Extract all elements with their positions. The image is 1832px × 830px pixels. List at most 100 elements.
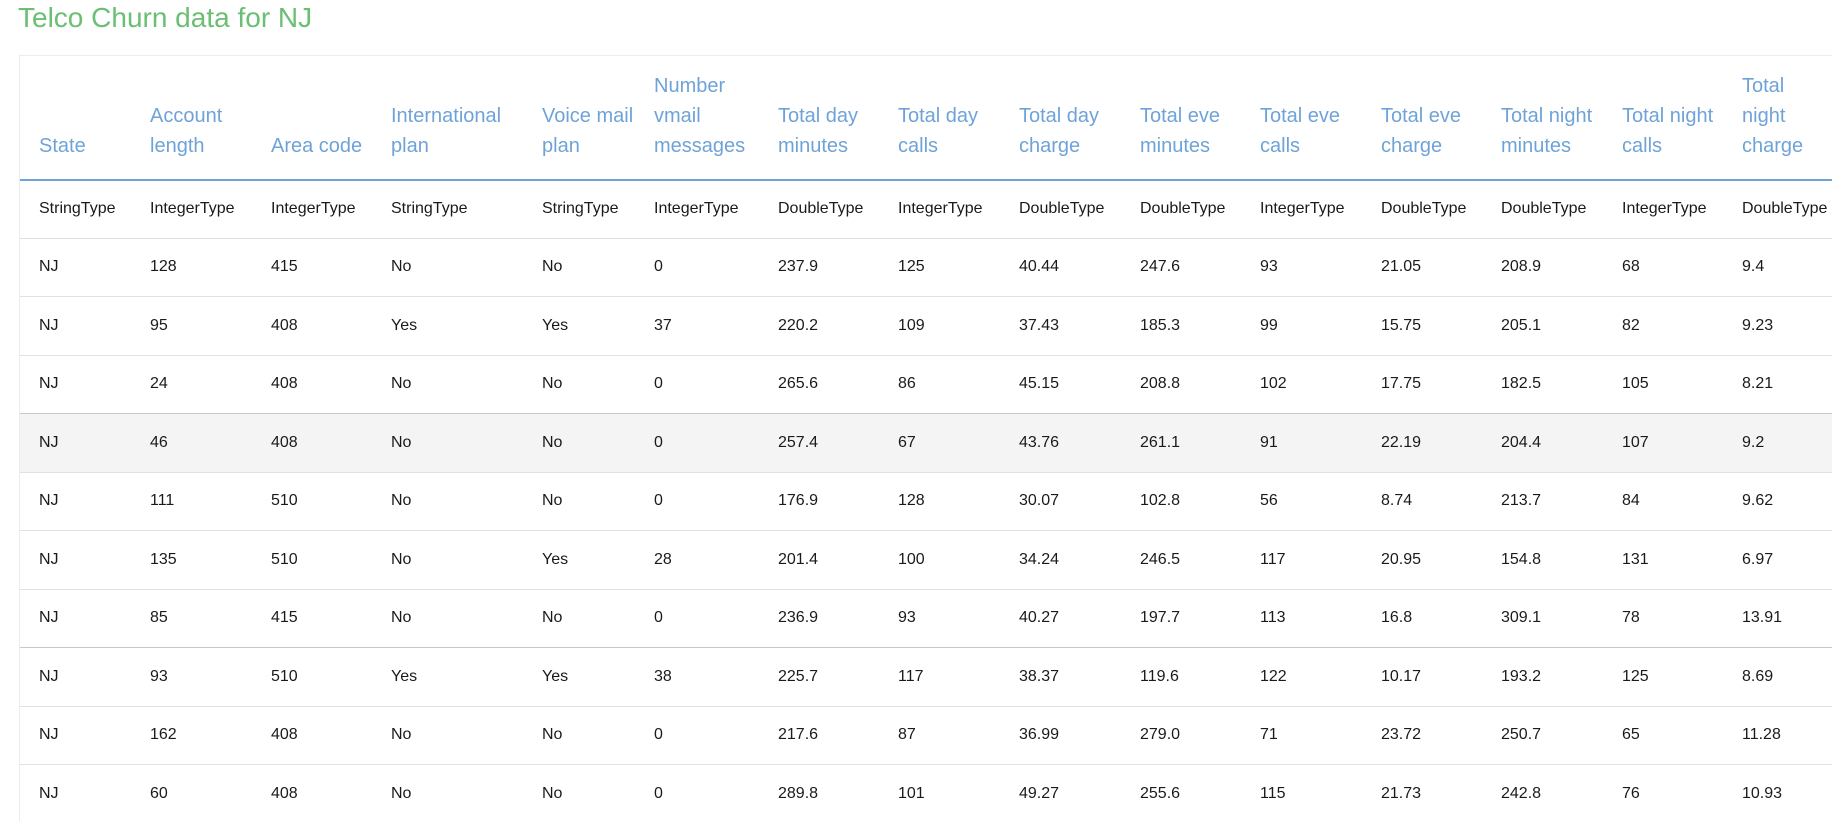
column-header-area-code: Area code	[252, 56, 372, 181]
table-row: NJ 93 510 Yes Yes 38 225.7 117 38.37 119.6 122 10.1…	[20, 647, 1832, 707]
table-cell: No	[372, 238, 523, 297]
table-cell: 176.9	[759, 472, 879, 531]
table-cell: 82	[1603, 296, 1723, 356]
table-row: NJ 128 415 No No 0 237.9 125 40.44 247.6 93 21.05 20…	[20, 238, 1832, 297]
page-title: Telco Churn data for NJ	[18, 2, 313, 33]
table-cell: 56	[1241, 472, 1362, 531]
table-cell: 197.7	[1121, 589, 1241, 648]
table-cell: 99	[1241, 296, 1362, 356]
table-cell: 154.8	[1482, 530, 1603, 590]
column-header-total-eve-charge: Total eve charge	[1362, 56, 1482, 181]
table-cell: 17.75	[1362, 355, 1482, 414]
table-cell: 8.69	[1723, 647, 1832, 707]
table-cell: 9.23	[1723, 296, 1832, 356]
table-cell: 128	[879, 472, 1000, 531]
table-cell: 255.6	[1121, 764, 1241, 821]
table-row: NJ 135 510 No Yes 28 201.4 100 34.24 246.5 117 20.9…	[20, 530, 1832, 590]
column-type-cell: DoubleType	[1121, 180, 1241, 239]
table-cell: 309.1	[1482, 589, 1603, 648]
table-cell: 20.95	[1362, 530, 1482, 590]
table-cell: 408	[252, 706, 372, 765]
table-cell: 208.9	[1482, 238, 1603, 297]
table-cell: 510	[252, 647, 372, 707]
column-header-total-day-calls: Total day calls	[879, 56, 1000, 181]
table-cell: 23.72	[1362, 706, 1482, 765]
column-type-cell: IntegerType	[1241, 180, 1362, 239]
table-cell: 65	[1603, 706, 1723, 765]
column-header-total-eve-calls: Total eve calls	[1241, 56, 1362, 181]
table-cell: Yes	[523, 530, 635, 590]
column-type-cell: IntegerType	[879, 180, 1000, 239]
column-type-cell: StringType	[523, 180, 635, 239]
table-cell: 182.5	[1482, 355, 1603, 414]
table-cell: 0	[635, 413, 759, 473]
table-cell: 250.7	[1482, 706, 1603, 765]
table-cell: 101	[879, 764, 1000, 821]
table-cell: 0	[635, 706, 759, 765]
table-cell: 49.27	[1000, 764, 1121, 821]
table-cell: 0	[635, 764, 759, 821]
table-cell: 204.4	[1482, 413, 1603, 473]
table-cell: No	[372, 706, 523, 765]
table-cell: 38	[635, 647, 759, 707]
column-type-cell: IntegerType	[1603, 180, 1723, 239]
data-table-container[interactable]: State Account length Area code Internationa…	[19, 55, 1832, 821]
table-cell: 105	[1603, 355, 1723, 414]
table-cell: 36.99	[1000, 706, 1121, 765]
column-header-total-night-charge: Total night charge	[1723, 56, 1832, 181]
table-cell: 9.4	[1723, 238, 1832, 297]
table-cell: 13.91	[1723, 589, 1832, 648]
table-cell: 217.6	[759, 706, 879, 765]
table-cell: 93	[131, 647, 252, 707]
column-header-voice-mail-plan: Voice mail plan	[523, 56, 635, 181]
churn-data-table: State Account length Area code Internationa…	[20, 56, 1832, 821]
table-row: NJ 85 415 No No 0 236.9 93 40.27 197.7 113 16.8 309.…	[20, 589, 1832, 648]
table-cell: 201.4	[759, 530, 879, 590]
table-cell: NJ	[20, 413, 131, 473]
table-cell: 93	[879, 589, 1000, 648]
table-cell: 9.2	[1723, 413, 1832, 473]
column-header-state: State	[20, 56, 131, 181]
table-cell: 43.76	[1000, 413, 1121, 473]
table-cell: No	[523, 472, 635, 531]
column-type-cell: DoubleType	[1482, 180, 1603, 239]
table-cell: 8.21	[1723, 355, 1832, 414]
table-cell: 40.44	[1000, 238, 1121, 297]
table-cell: 11.28	[1723, 706, 1832, 765]
column-type-cell: DoubleType	[1723, 180, 1832, 239]
table-row: NJ 162 408 No No 0 217.6 87 36.99 279.0 71 23.72 250…	[20, 706, 1832, 765]
table-cell: 9.62	[1723, 472, 1832, 531]
table-cell: 236.9	[759, 589, 879, 648]
table-cell: 21.73	[1362, 764, 1482, 821]
table-cell: 91	[1241, 413, 1362, 473]
table-cell: 257.4	[759, 413, 879, 473]
table-cell: 135	[131, 530, 252, 590]
column-type-cell: IntegerType	[252, 180, 372, 239]
table-cell: No	[372, 472, 523, 531]
table-cell: 0	[635, 472, 759, 531]
table-cell: No	[372, 764, 523, 821]
table-cell: 37.43	[1000, 296, 1121, 356]
table-cell: 6.97	[1723, 530, 1832, 590]
table-row: NJ 24 408 No No 0 265.6 86 45.15 208.8 102 17.75 182…	[20, 355, 1832, 414]
table-row: NJ 46 408 No No 0 257.4 67 43.76 261.1 91 22.19 204.…	[20, 413, 1832, 473]
table-cell: No	[523, 413, 635, 473]
table-cell: 30.07	[1000, 472, 1121, 531]
column-header-international-plan: International plan	[372, 56, 523, 181]
column-type-cell: DoubleType	[1000, 180, 1121, 239]
table-cell: 415	[252, 238, 372, 297]
table-body: StringType IntegerType IntegerType StringTy…	[20, 180, 1832, 821]
table-cell: 265.6	[759, 355, 879, 414]
table-cell: 131	[1603, 530, 1723, 590]
table-cell: 289.8	[759, 764, 879, 821]
table-cell: 84	[1603, 472, 1723, 531]
table-cell: 86	[879, 355, 1000, 414]
table-cell: 125	[879, 238, 1000, 297]
table-cell: 34.24	[1000, 530, 1121, 590]
column-header-total-night-minutes: Total night minutes	[1482, 56, 1603, 181]
table-cell: 125	[1603, 647, 1723, 707]
table-cell: No	[372, 530, 523, 590]
column-type-cell: StringType	[372, 180, 523, 239]
table-cell: 0	[635, 238, 759, 297]
table-cell: Yes	[372, 647, 523, 707]
